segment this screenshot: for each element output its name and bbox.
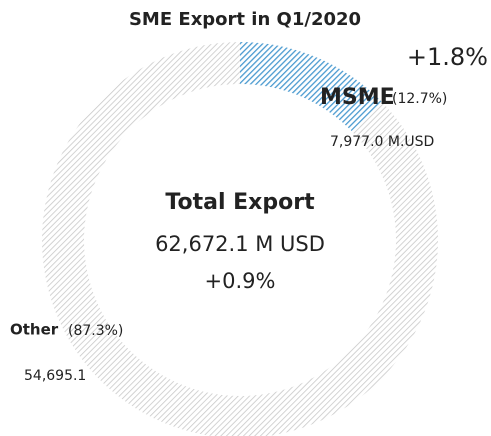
- chart-title: SME Export in Q1/2020: [129, 9, 361, 30]
- center-title: Total Export: [165, 190, 315, 215]
- center-value: 62,672.1 M USD: [155, 232, 325, 256]
- slice-name: MSME: [320, 85, 395, 110]
- slice-percent: (87.3%): [68, 323, 123, 339]
- center-change: +0.9%: [205, 269, 276, 293]
- annotation: +1.8%: [407, 43, 488, 71]
- slice-percent: (12.7%): [392, 91, 447, 107]
- slice-amount: 54,695.1: [24, 368, 86, 384]
- donut-slice: [240, 42, 382, 132]
- slice-name: Other: [10, 321, 59, 339]
- slice-amount: 7,977.0 M.USD: [330, 134, 434, 150]
